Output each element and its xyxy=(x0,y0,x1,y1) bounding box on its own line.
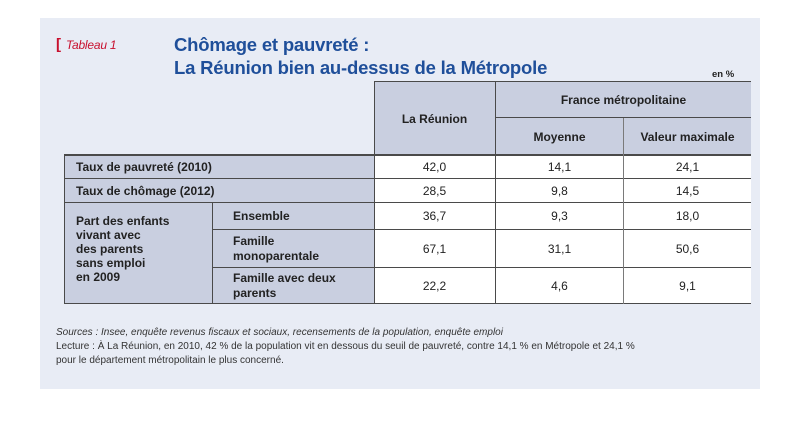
group-label-line: sans emploi xyxy=(76,256,146,270)
cell-chomage-moyenne: 9,8 xyxy=(496,179,623,202)
subrow-label-line: Famille xyxy=(233,233,275,248)
row-label-pauvrete: Taux de pauvreté (2010) xyxy=(64,156,374,178)
cell-pauvrete-reunion: 42,0 xyxy=(374,156,495,178)
table-tag: [ Tableau 1 xyxy=(56,36,117,53)
subrow-label-line: monoparentale xyxy=(233,248,320,263)
title-line-1: Chômage et pauvreté : xyxy=(174,34,370,55)
subrow-label-ensemble: Ensemble xyxy=(213,203,374,229)
rule-bottom xyxy=(64,303,751,304)
cell-monoparentale-max: 50,6 xyxy=(624,230,751,267)
rule-col-max xyxy=(623,118,624,304)
figure-title: Chômage et pauvreté : La Réunion bien au… xyxy=(174,33,547,79)
cell-chomage-reunion: 28,5 xyxy=(374,179,495,202)
subrow-label-deux-parents: Famille avec deux parents xyxy=(213,268,374,304)
cell-deux-parents-moyenne: 4,6 xyxy=(496,268,623,304)
header-reunion: La Réunion xyxy=(374,82,495,155)
cell-ensemble-moyenne: 9,3 xyxy=(496,203,623,229)
rule-top xyxy=(374,81,751,82)
group-label-line: des parents xyxy=(76,242,144,256)
cell-deux-parents-max: 9,1 xyxy=(624,268,751,304)
group-label-line: Part des enfants xyxy=(76,214,170,228)
subrow-label-line: parents xyxy=(233,286,277,300)
cell-ensemble-max: 18,0 xyxy=(624,203,751,229)
lecture-note-line-1: Lecture : À La Réunion, en 2010, 42 % de… xyxy=(56,341,635,352)
title-line-2: La Réunion bien au-dessus de la Métropol… xyxy=(174,57,548,78)
row-label-chomage: Taux de chômage (2012) xyxy=(64,179,374,202)
cell-deux-parents-reunion: 22,2 xyxy=(374,268,495,304)
header-moyenne: Moyenne xyxy=(496,118,623,155)
rule-left xyxy=(64,155,65,304)
rule-header-bottom xyxy=(64,154,751,156)
cell-monoparentale-moyenne: 31,1 xyxy=(496,230,623,267)
tag-bracket: [ xyxy=(56,36,61,53)
group-label-enfants: Part des enfants vivant avec des parents… xyxy=(64,203,212,304)
rule-subrow-1 xyxy=(212,229,751,230)
group-label-line: en 2009 xyxy=(76,270,121,284)
rule-france-sub xyxy=(496,117,751,118)
tag-label: Tableau 1 xyxy=(65,38,117,52)
group-label-line: vivant avec xyxy=(76,228,141,242)
cell-pauvrete-moyenne: 14,1 xyxy=(496,156,623,178)
cell-pauvrete-max: 24,1 xyxy=(624,156,751,178)
data-table: La Réunion France métropolitaine Moyenne… xyxy=(64,81,751,304)
rule-col-reunion xyxy=(374,81,375,304)
header-france: France métropolitaine xyxy=(496,82,751,117)
header-valeur-max: Valeur maximale xyxy=(624,118,751,155)
cell-chomage-max: 14,5 xyxy=(624,179,751,202)
cell-monoparentale-reunion: 67,1 xyxy=(374,230,495,267)
rule-subrow-2 xyxy=(212,267,751,268)
subrow-label-monoparentale: Famille monoparentale xyxy=(213,230,374,267)
subrow-label-line: Ensemble xyxy=(233,208,290,223)
cell-ensemble-reunion: 36,7 xyxy=(374,203,495,229)
rule-group-divider xyxy=(212,203,213,304)
rule-row-2 xyxy=(64,202,751,203)
lecture-note-line-2: pour le département métropolitain le plu… xyxy=(56,355,284,366)
table-notes: Sources : Insee, enquête revenus fiscaux… xyxy=(56,326,746,368)
subrow-label-line: Famille avec deux xyxy=(233,271,336,285)
rule-row-1 xyxy=(64,178,751,179)
rule-col-france xyxy=(495,81,496,304)
unit-label: en % xyxy=(712,69,735,80)
sources-note: Sources : Insee, enquête revenus fiscaux… xyxy=(56,327,503,338)
